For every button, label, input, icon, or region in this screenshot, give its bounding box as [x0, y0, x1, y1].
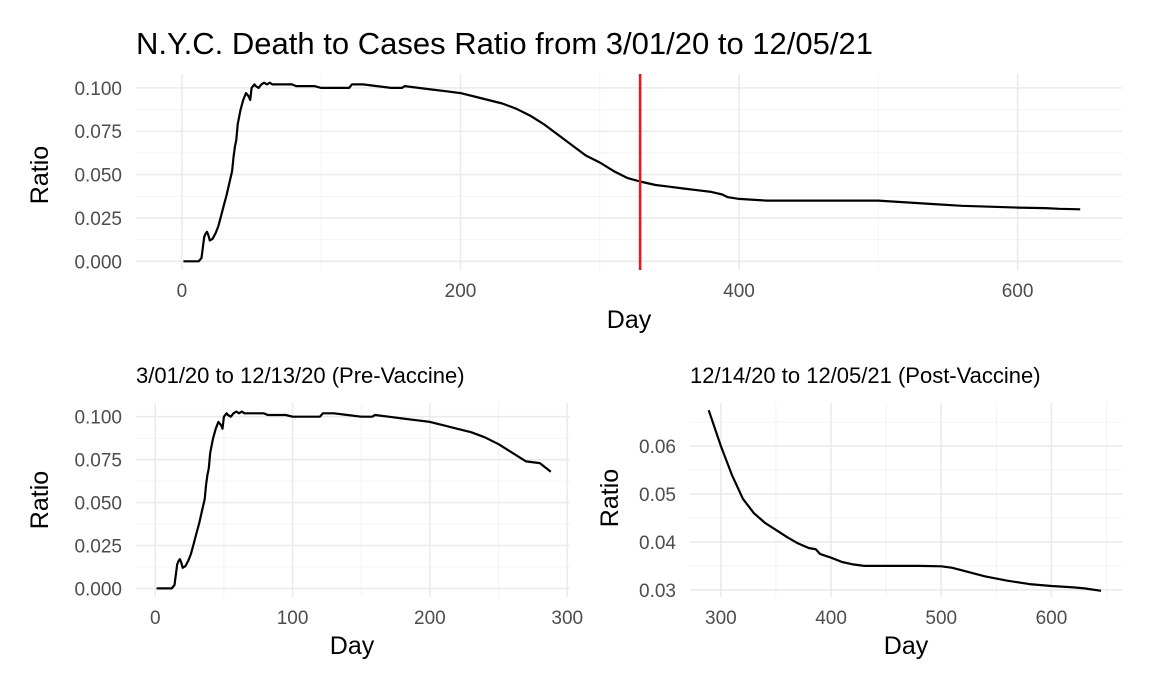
pre-vaccine-chart-y-axis-label: Ratio [26, 471, 54, 529]
pre-vaccine-chart-x-axis-label: Day [330, 632, 375, 660]
post-vaccine-chart-grid [690, 403, 1122, 597]
x-tick-label: 0 [177, 281, 188, 302]
x-tick-label: 400 [723, 281, 755, 302]
x-tick-label: 0 [150, 608, 161, 629]
pre-vaccine-chart-grid [136, 403, 570, 597]
y-tick-label: 0.05 [639, 485, 676, 506]
pre-vaccine-chart-x-ticks: 0 100 200 300 [150, 608, 583, 629]
x-tick-label: 600 [1002, 281, 1034, 302]
y-tick-label: 0.025 [74, 209, 122, 230]
x-tick-label: 600 [1036, 608, 1068, 629]
pre-vaccine-chart-title: 3/01/20 to 12/13/20 (Pre-Vaccine) [136, 363, 465, 388]
main-chart-title: N.Y.C. Death to Cases Ratio from 3/01/20… [136, 26, 873, 61]
x-tick-label: 100 [277, 608, 309, 629]
main-chart-x-ticks: 0 200 400 600 [177, 281, 1034, 302]
main-chart-y-ticks: 0.000 0.025 0.050 0.075 0.100 [74, 79, 122, 273]
x-tick-label: 300 [551, 608, 583, 629]
series-line [183, 81, 1081, 263]
x-tick-label: 500 [925, 608, 957, 629]
y-tick-label: 0.100 [74, 79, 122, 100]
y-tick-label: 0.000 [74, 252, 122, 273]
main-chart-series [183, 74, 1081, 270]
series-line [156, 410, 552, 590]
y-tick-label: 0.000 [74, 579, 122, 600]
y-tick-label: 0.075 [74, 451, 122, 472]
y-tick-label: 0.050 [74, 166, 122, 187]
main-chart-grid [136, 74, 1122, 270]
y-tick-label: 0.100 [74, 408, 122, 429]
y-tick-label: 0.075 [74, 122, 122, 143]
post-vaccine-chart-title: 12/14/20 to 12/05/21 (Post-Vaccine) [690, 363, 1041, 388]
pre-vaccine-chart-series [156, 410, 552, 590]
post-vaccine-chart-x-axis-label: Day [884, 632, 929, 660]
post-vaccine-chart-y-axis-label: Ratio [596, 469, 624, 527]
x-tick-label: 400 [815, 608, 847, 629]
post-vaccine-chart-series [707, 409, 1102, 592]
pre-vaccine-chart-y-ticks: 0.000 0.025 0.050 0.075 0.100 [74, 408, 122, 601]
pre-vaccine-chart: 3/01/20 to 12/13/20 (Pre-Vaccine) 0 100 20… [26, 363, 583, 660]
post-vaccine-chart-y-ticks: 0.03 0.04 0.05 0.06 [639, 437, 676, 602]
y-tick-label: 0.050 [74, 494, 122, 515]
main-chart-y-axis-label: Ratio [26, 146, 54, 204]
y-tick-label: 0.04 [639, 533, 676, 554]
y-tick-label: 0.025 [74, 536, 122, 557]
x-tick-label: 300 [705, 608, 737, 629]
post-vaccine-chart-x-ticks: 300 400 500 600 [705, 608, 1067, 629]
y-tick-label: 0.06 [639, 437, 676, 458]
x-tick-label: 200 [414, 608, 446, 629]
x-tick-label: 200 [445, 281, 477, 302]
y-tick-label: 0.03 [639, 581, 676, 602]
main-chart: N.Y.C. Death to Cases Ratio from 3/01/20… [26, 26, 1122, 334]
series-line [707, 409, 1102, 592]
post-vaccine-chart: 12/14/20 to 12/05/21 (Post-Vaccine) 300 4… [596, 363, 1122, 660]
main-chart-x-axis-label: Day [607, 306, 652, 334]
